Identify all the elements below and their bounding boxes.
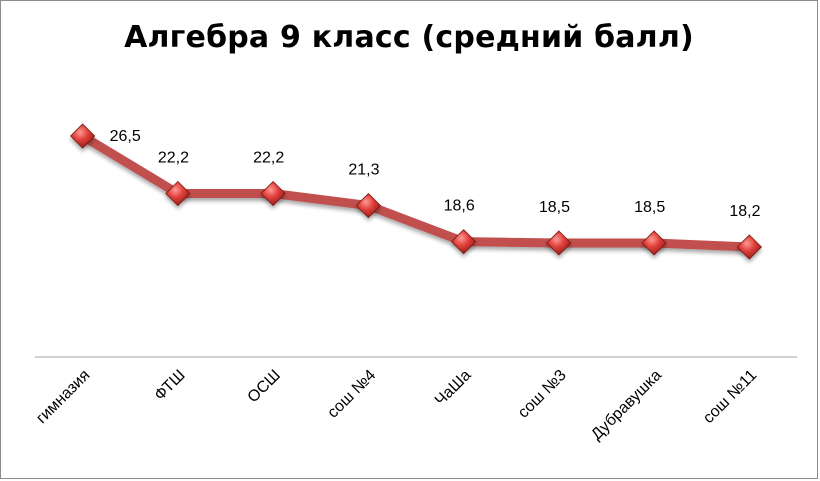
data-point-marker [165,180,191,207]
x-tick-label: ЧаШа [432,367,475,410]
series-line [78,131,754,252]
data-label: 18,5 [539,199,570,216]
data-point-marker [641,230,667,256]
x-tick-label: Дубравушка [588,367,665,444]
data-point-marker [451,229,477,255]
data-label: 26,5 [110,128,141,145]
data-point-marker [736,234,762,260]
data-point-marker [546,230,572,256]
x-tick-label: гимназия [33,367,93,427]
data-label: 22,2 [158,150,189,167]
x-tick-label: ФТШ [151,367,188,404]
data-label: 18,5 [634,199,665,216]
x-tick-label: сош №3 [515,367,570,422]
chart-title: Алгебра 9 класс (средний балл) [124,20,694,55]
data-point-marker [70,123,96,149]
x-tick-label: сош №11 [700,367,760,427]
x-tick-label: ОСШ [245,367,284,406]
data-label: 18,2 [729,203,760,220]
data-label-layer: 26,5 22,2 22,2 21,3 18,6 18,5 18,5 18,2 [110,128,761,220]
series-layer [78,131,754,252]
data-point-marker [260,180,286,207]
x-tick-label: сош №4 [324,367,379,422]
data-point-marker [355,192,381,219]
data-label: 22,2 [253,150,284,167]
marker-layer [70,123,762,260]
data-label: 21,3 [348,162,379,179]
x-tick-labels: гимназия ФТШ ОСШ сош №4 ЧаШа сош №3 Дубравушка… [33,367,760,444]
data-label: 18,6 [444,198,475,215]
